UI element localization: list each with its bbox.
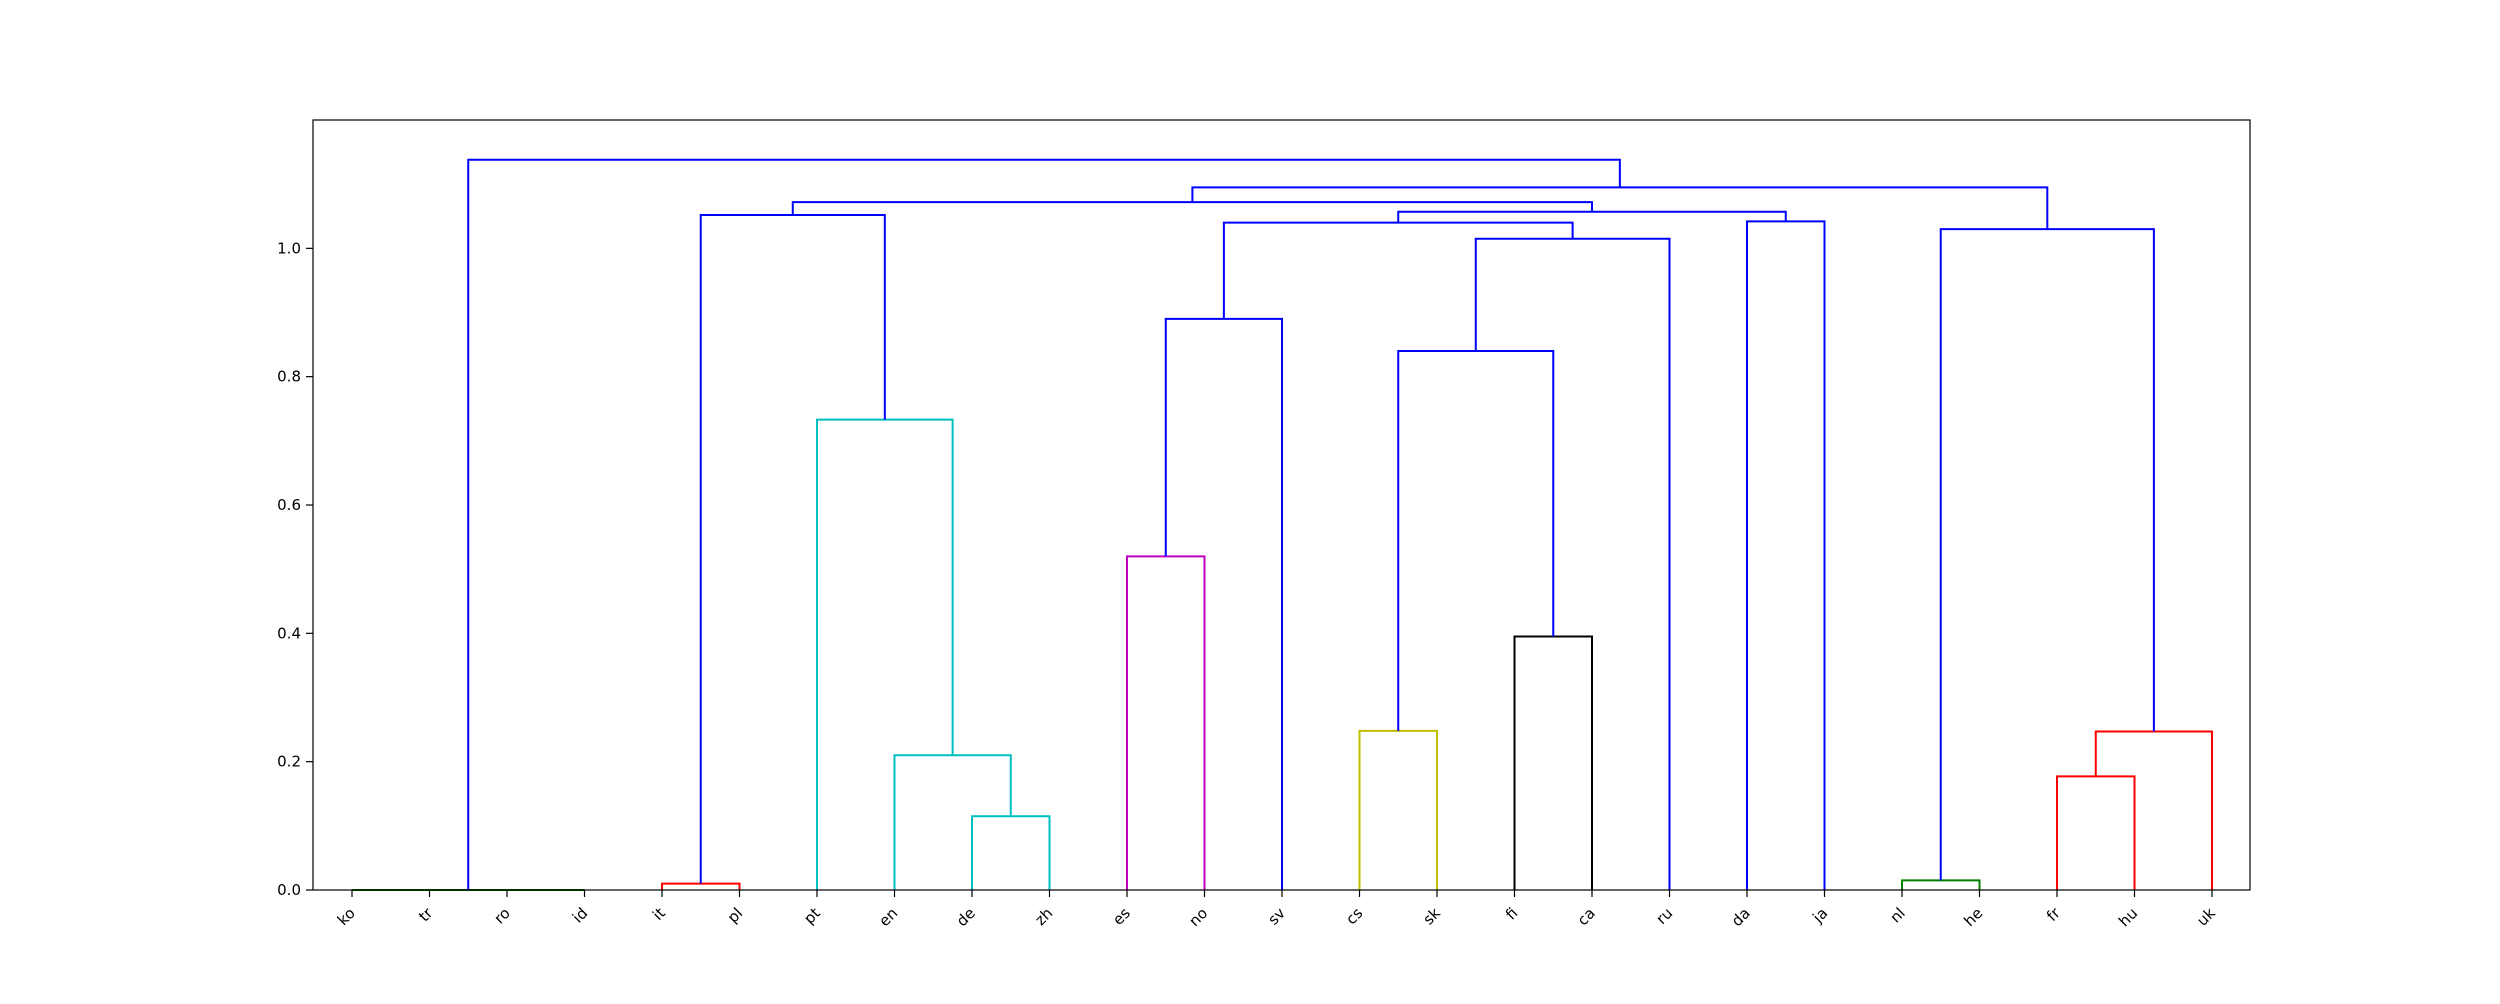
dendrogram-link — [1164, 317, 1283, 890]
leaf-label-de: de — [953, 904, 979, 930]
dendrogram-link — [1939, 228, 2155, 881]
leaf-label-fr: fr — [2043, 904, 2064, 925]
leaf-label-da: da — [1728, 904, 1754, 930]
leaf-label-fi: fi — [1502, 904, 1521, 923]
leaf-label-he: he — [1960, 904, 1986, 930]
leaf-label-no: no — [1185, 904, 1211, 930]
y-tick-label: 0.8 — [277, 368, 301, 386]
dendrogram-link — [467, 158, 1621, 890]
leaf-label-id: id — [569, 904, 591, 926]
dendrogram-link — [893, 754, 1012, 890]
leaf-label-nl: nl — [1886, 904, 1908, 926]
dendrogram-link — [1746, 220, 1826, 890]
dendrogram-link — [2056, 775, 2136, 890]
y-tick-label: 0.0 — [277, 881, 301, 899]
y-tick-label: 0.4 — [277, 624, 301, 642]
leaf-label-ca: ca — [1574, 904, 1599, 929]
dendrogram-link — [1397, 210, 1787, 223]
links-layer — [352, 158, 2213, 891]
y-axis: 0.0 0.2 0.4 0.6 0.8 1.0 — [277, 239, 313, 899]
leaf-label-tr: tr — [415, 904, 437, 926]
dendrogram-link — [1126, 555, 1206, 890]
leaf-label-ru: ru — [1653, 904, 1677, 928]
y-tick-label: 1.0 — [277, 239, 301, 257]
leaf-label-hu: hu — [2115, 904, 2141, 930]
dendrogram-link — [791, 201, 1593, 215]
leaf-label-uk: uk — [2193, 904, 2219, 930]
leaf-label-sv: sv — [1264, 904, 1289, 929]
leaf-label-zh: zh — [1031, 904, 1056, 929]
dendrogram-link — [1474, 237, 1671, 890]
leaf-label-ja: ja — [1808, 904, 1831, 927]
dendrogram-link — [661, 882, 741, 890]
dendrogram-link — [2094, 730, 2213, 890]
dendrogram-link — [699, 213, 886, 884]
dendrogram-link — [1513, 635, 1593, 890]
leaf-label-cs: cs — [1342, 904, 1366, 928]
y-tick-label: 0.2 — [277, 753, 301, 771]
x-axis: ko tr ro id it pl pt en de zh es no sv cs sk fi ca ru da ja… — [334, 890, 2219, 930]
dendrogram-link — [1222, 221, 1574, 319]
leaf-label-ko: ko — [334, 904, 359, 929]
dendrogram-link — [1901, 879, 1981, 890]
dendrogram-link — [816, 418, 954, 890]
dendrogram-link — [1358, 729, 1438, 890]
dendrogram-link — [1397, 350, 1555, 731]
y-tick-label: 0.6 — [277, 496, 301, 514]
leaf-label-pt: pt — [800, 904, 824, 928]
leaf-label-pl: pl — [724, 904, 746, 926]
leaf-label-ro: ro — [490, 904, 513, 927]
leaf-label-en: en — [875, 904, 901, 930]
leaf-label-sk: sk — [1419, 904, 1444, 929]
leaf-label-it: it — [649, 904, 669, 924]
leaf-label-es: es — [1109, 904, 1134, 929]
dendrogram-link — [971, 815, 1051, 890]
